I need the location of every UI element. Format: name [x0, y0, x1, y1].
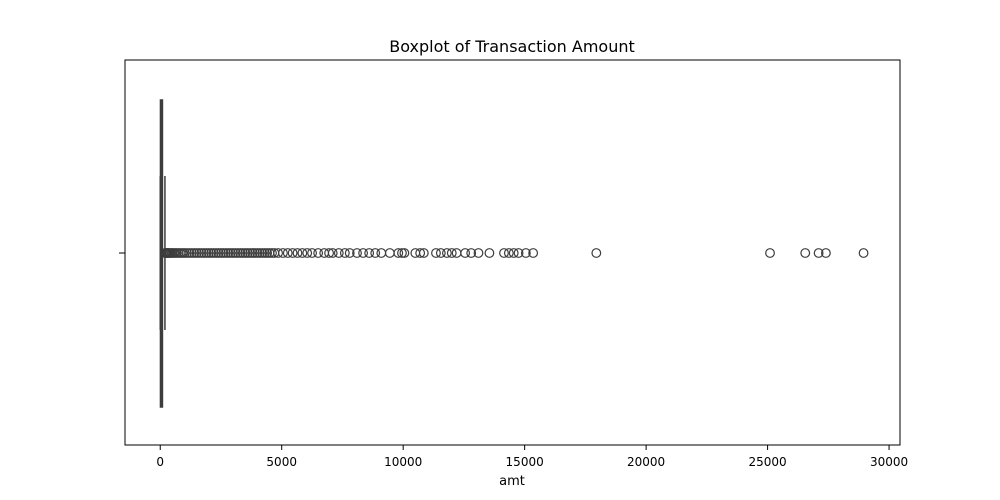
outlier-point [415, 248, 426, 258]
outlier-point [302, 248, 313, 258]
outlier-point [528, 248, 539, 258]
outlier-point [225, 248, 236, 258]
outlier-point [211, 248, 222, 258]
x-tick-label: 30000 [870, 455, 908, 469]
outlier-point [376, 248, 387, 258]
outlier-point [189, 248, 200, 258]
outlier-point [364, 248, 375, 258]
outlier-point [199, 248, 209, 258]
outlier-point [591, 248, 602, 258]
outlier-point [184, 248, 195, 258]
outlier-point [435, 248, 446, 258]
chart-title: Boxplot of Transaction Amount [389, 37, 635, 56]
outlier-point [201, 248, 212, 258]
outlier-point [508, 248, 519, 258]
outlier-point [235, 248, 246, 258]
outlier-point [191, 248, 202, 258]
outlier-point [858, 248, 869, 258]
outlier-point [473, 248, 484, 258]
outlier-point [282, 248, 293, 258]
outlier-point [800, 248, 811, 258]
outlier-point [513, 248, 524, 258]
outlier-point [384, 248, 395, 258]
outlier-point [399, 248, 410, 258]
outlier-point [418, 248, 429, 258]
outlier-point [228, 248, 239, 258]
outlier-point [186, 248, 197, 258]
outlier-point [247, 248, 258, 258]
outlier-point [179, 248, 190, 258]
outlier-point [460, 248, 471, 258]
outlier-point [216, 248, 226, 258]
outlier-point [194, 248, 204, 258]
outlier-point [297, 248, 308, 258]
x-tick-label: 0 [156, 455, 164, 469]
outlier-point [196, 248, 207, 258]
outlier-point [182, 248, 192, 258]
outlier-point [223, 248, 234, 258]
x-axis-ticks: 0 5000 10000 15000 20000 25000 30000 [156, 445, 908, 469]
x-tick-label: 15000 [506, 455, 544, 469]
plot-area [119, 59, 901, 446]
outlier-point [237, 248, 248, 258]
outlier-point [307, 248, 317, 258]
outlier-point [262, 248, 273, 258]
outlier-point [203, 248, 214, 258]
outlier-point [821, 248, 831, 258]
x-tick-label: 20000 [627, 455, 665, 469]
outlier-point [484, 248, 495, 258]
outlier-point [252, 248, 263, 258]
outlier-point [466, 248, 477, 258]
outlier-point [278, 248, 288, 258]
outlier-point [220, 248, 231, 258]
outlier-point [273, 248, 283, 258]
outlier-point [213, 248, 224, 258]
outlier-point [327, 248, 338, 258]
outlier-point [267, 248, 277, 258]
outlier-point [813, 248, 824, 258]
outlier-point [333, 248, 344, 258]
outlier-point [520, 248, 531, 258]
x-tick-label: 5000 [266, 455, 297, 469]
outlier-point [245, 248, 256, 258]
outlier-point [431, 248, 441, 258]
outlier-point [499, 248, 509, 258]
outlier-point [442, 248, 452, 258]
x-tick-label: 25000 [749, 455, 787, 469]
outlier-point [257, 248, 268, 258]
x-axis-label: amt [499, 474, 525, 489]
outlier-point [352, 248, 362, 258]
x-tick-label: 10000 [384, 455, 422, 469]
outlier-point [259, 248, 270, 258]
outlier-point [446, 248, 457, 258]
outlier-point [397, 248, 407, 258]
outlier-point [765, 248, 775, 258]
outlier-point [218, 248, 229, 258]
outlier-point [393, 248, 404, 258]
outlier-point [240, 248, 251, 258]
outlier-point [324, 248, 334, 258]
outlier-point [208, 248, 219, 258]
outlier-point [292, 248, 303, 258]
outlier-point [313, 248, 324, 258]
outlier-point [370, 248, 381, 258]
outlier-point [250, 248, 260, 258]
outlier-point [242, 248, 253, 258]
outlier-point [230, 248, 241, 258]
outlier-point [358, 248, 368, 258]
outlier-point [287, 248, 298, 258]
outlier-point [339, 248, 350, 258]
outlier-point [254, 248, 265, 258]
outliers [160, 248, 869, 258]
outlier-point [233, 248, 243, 258]
outlier-point [503, 248, 514, 258]
outlier-point [344, 248, 355, 258]
outlier-point [206, 248, 217, 258]
